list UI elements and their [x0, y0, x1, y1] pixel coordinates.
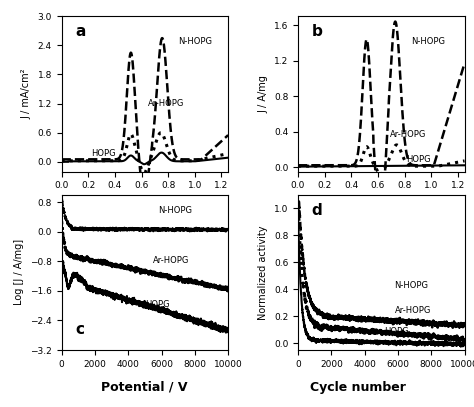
- Y-axis label: Normalized activity: Normalized activity: [258, 225, 268, 319]
- Text: N-HOPG: N-HOPG: [394, 281, 428, 290]
- Text: HOPG: HOPG: [384, 328, 409, 337]
- Text: HOPG: HOPG: [145, 300, 170, 309]
- Text: Ar-HOPG: Ar-HOPG: [148, 99, 184, 108]
- Text: N-HOPG: N-HOPG: [158, 206, 192, 215]
- Text: d: d: [311, 203, 322, 218]
- Text: Ar-HOPG: Ar-HOPG: [153, 256, 190, 265]
- Text: N-HOPG: N-HOPG: [411, 37, 445, 46]
- Y-axis label: J / mA/cm²: J / mA/cm²: [22, 69, 32, 119]
- Text: Potential / V: Potential / V: [101, 381, 188, 394]
- Y-axis label: Log [J / A/mg]: Log [J / A/mg]: [15, 239, 25, 306]
- Text: Ar-HOPG: Ar-HOPG: [394, 306, 431, 315]
- Y-axis label: J / A/mg: J / A/mg: [258, 75, 268, 113]
- Text: a: a: [75, 24, 85, 39]
- Text: Cycle number: Cycle number: [310, 381, 406, 394]
- Text: b: b: [311, 24, 322, 39]
- Text: N-HOPG: N-HOPG: [178, 37, 212, 46]
- Text: HOPG: HOPG: [406, 155, 431, 164]
- Text: Ar-HOPG: Ar-HOPG: [390, 130, 426, 139]
- Text: c: c: [75, 322, 84, 337]
- Text: HOPG: HOPG: [91, 149, 116, 158]
